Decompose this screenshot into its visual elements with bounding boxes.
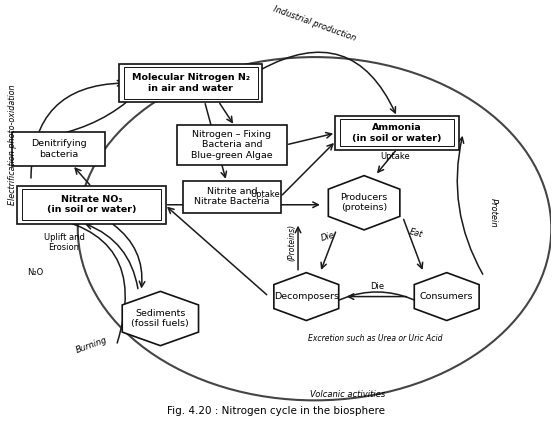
Text: Excretion such as Urea or Uric Acid: Excretion such as Urea or Uric Acid <box>308 335 442 344</box>
Text: Die: Die <box>320 230 336 242</box>
Text: Protein: Protein <box>489 198 498 228</box>
Polygon shape <box>414 273 479 320</box>
Text: Eat: Eat <box>408 227 424 240</box>
Text: Die: Die <box>370 282 384 291</box>
Text: Nitrogen – Fixing
Bacteria and
Blue-green Algae: Nitrogen – Fixing Bacteria and Blue-gree… <box>191 130 273 160</box>
Text: Volcanic activities: Volcanic activities <box>310 390 385 399</box>
Text: Molecular Nitrogen N₂
in air and water: Molecular Nitrogen N₂ in air and water <box>132 73 250 93</box>
Text: (Proteins): (Proteins) <box>287 224 296 261</box>
Text: Industrial production: Industrial production <box>272 5 357 43</box>
Text: Nitrite and
Nitrate Bacteria: Nitrite and Nitrate Bacteria <box>194 187 270 206</box>
Text: Sediments
(fossil fuels): Sediments (fossil fuels) <box>131 309 189 328</box>
Text: Uptake: Uptake <box>250 190 280 199</box>
Polygon shape <box>328 176 400 230</box>
FancyBboxPatch shape <box>177 125 286 165</box>
Polygon shape <box>122 291 199 346</box>
Text: Uptake: Uptake <box>381 152 410 161</box>
Text: N₂O: N₂O <box>26 268 43 277</box>
Text: Ammonia
(in soil or water): Ammonia (in soil or water) <box>352 123 442 143</box>
Text: Producers
(proteins): Producers (proteins) <box>341 193 388 213</box>
Text: Uplift and
Erosion: Uplift and Erosion <box>44 233 84 252</box>
Text: Electrification photo-oxidation: Electrification photo-oxidation <box>8 85 17 205</box>
Text: Consumers: Consumers <box>420 292 474 301</box>
Text: Nitrate NO₃
(in soil or water): Nitrate NO₃ (in soil or water) <box>47 195 136 214</box>
FancyBboxPatch shape <box>336 116 459 150</box>
FancyBboxPatch shape <box>119 64 262 102</box>
Text: Decomposers: Decomposers <box>274 292 339 301</box>
FancyBboxPatch shape <box>183 181 281 213</box>
FancyBboxPatch shape <box>18 186 166 224</box>
Text: Fig. 4.20 : Nitrogen cycle in the biosphere: Fig. 4.20 : Nitrogen cycle in the biosph… <box>167 405 385 416</box>
Text: Burning: Burning <box>75 336 109 355</box>
Text: Denitrifying
bacteria: Denitrifying bacteria <box>31 139 86 159</box>
Polygon shape <box>274 273 339 320</box>
FancyBboxPatch shape <box>12 132 105 165</box>
